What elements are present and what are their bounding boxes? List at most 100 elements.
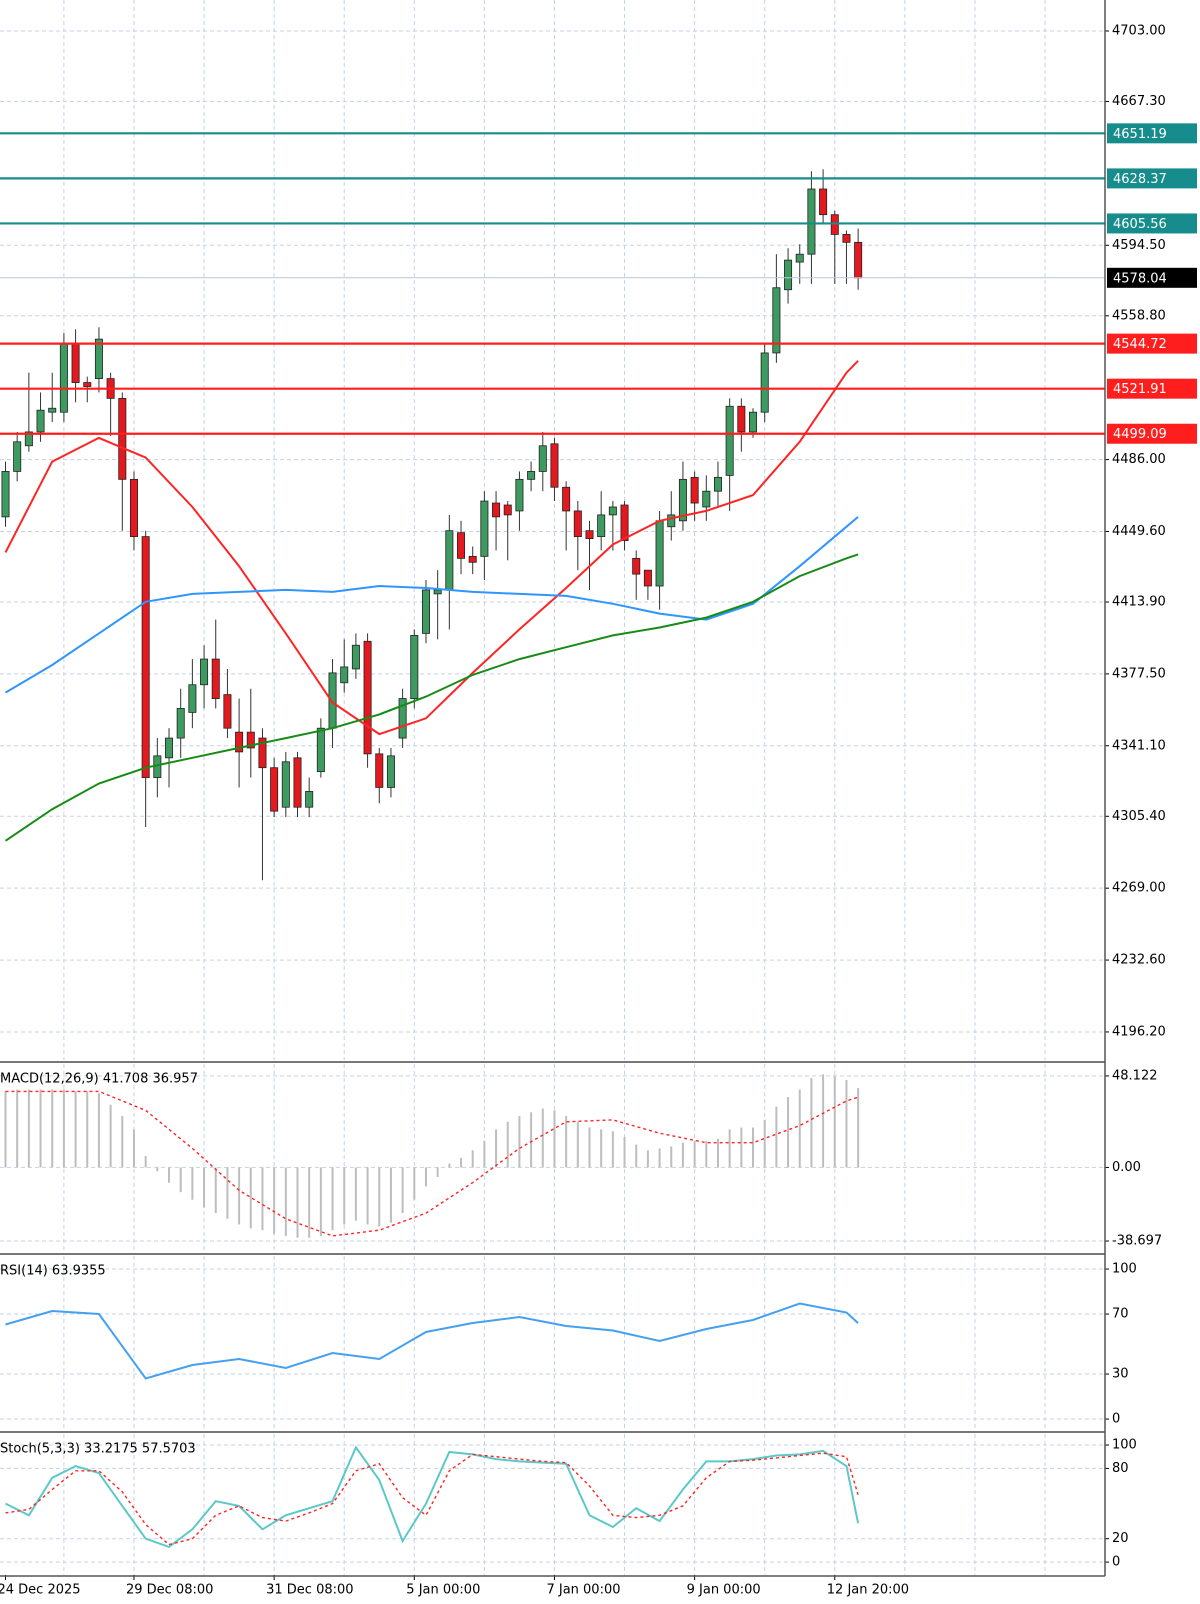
candle-body <box>643 569 652 587</box>
macd-bar <box>716 1138 719 1168</box>
macd-bar <box>401 1167 404 1214</box>
macd-bar <box>389 1167 392 1223</box>
y-tick-label: 4377.50 <box>1112 666 1166 681</box>
y-tick-label: 0.00 <box>1112 1160 1141 1175</box>
y-tick-label: -38.697 <box>1112 1234 1162 1249</box>
candle-body <box>492 502 501 518</box>
y-tick-label: 4269.00 <box>1112 881 1166 896</box>
candle-body <box>363 640 372 755</box>
candle-body <box>71 342 80 383</box>
y-tick-label: 48.122 <box>1112 1068 1158 1083</box>
macd-bar <box>460 1157 463 1168</box>
candle-body <box>468 555 477 563</box>
candle-body <box>678 478 687 522</box>
level-label: 4651.19 <box>1113 127 1167 142</box>
candle-body <box>562 486 571 512</box>
candle-body <box>223 694 232 729</box>
macd-bar <box>506 1121 509 1168</box>
candle-body <box>854 241 863 279</box>
macd-bar <box>413 1167 416 1200</box>
candle-body <box>246 731 255 749</box>
macd-bar <box>635 1144 638 1168</box>
candle-body <box>36 409 45 433</box>
y-tick-label: 70 <box>1112 1307 1129 1322</box>
moving-average <box>4 360 859 736</box>
y-tick-label: 100 <box>1112 1262 1137 1277</box>
macd-bar <box>296 1167 299 1238</box>
macd-bar <box>51 1089 54 1168</box>
macd-bar <box>4 1091 7 1168</box>
macd-bar <box>214 1167 217 1214</box>
candle-body <box>573 510 582 538</box>
macd-bar <box>179 1167 182 1193</box>
macd-bar <box>833 1076 836 1168</box>
y-tick-label: 4305.40 <box>1112 809 1166 824</box>
macd-bar <box>191 1167 194 1200</box>
macd-bar <box>226 1167 229 1219</box>
indicator-title: Stoch(5,3,3) 33.2175 57.5703 <box>0 1442 196 1457</box>
macd-bar <box>121 1116 124 1168</box>
y-tick-label: 4558.80 <box>1112 308 1166 323</box>
macd-bar <box>483 1140 486 1168</box>
macd-bar <box>740 1127 743 1168</box>
macd-bar <box>822 1074 825 1168</box>
macd-bar <box>810 1078 813 1168</box>
macd-bar <box>354 1167 357 1221</box>
macd-bar <box>132 1129 135 1168</box>
candle-body <box>293 757 302 808</box>
y-tick-label: 80 <box>1112 1461 1129 1476</box>
moving-average <box>4 516 859 694</box>
candle-body <box>480 500 489 557</box>
candle-body <box>398 698 407 739</box>
level-label: 4544.72 <box>1113 337 1167 352</box>
candle-body <box>655 520 664 587</box>
candle-body <box>211 658 220 699</box>
candle-body <box>258 737 267 769</box>
candle-body <box>141 536 150 778</box>
y-tick-label: 4594.50 <box>1112 238 1166 253</box>
macd-bar <box>471 1150 474 1168</box>
candle-body <box>725 405 734 476</box>
macd-bar <box>530 1112 533 1168</box>
candle-body <box>760 352 769 413</box>
candle-body <box>772 287 781 354</box>
y-tick-label: 4232.60 <box>1112 953 1166 968</box>
macd-bar <box>366 1167 369 1225</box>
macd-bar <box>378 1167 381 1227</box>
x-tick-label: 29 Dec 08:00 <box>126 1583 213 1598</box>
signal-line <box>5 1090 859 1237</box>
macd-bar <box>787 1097 790 1168</box>
macd-bar <box>600 1129 603 1168</box>
indicator-title: RSI(14) 63.9355 <box>0 1264 106 1279</box>
y-tick-label: 4341.10 <box>1112 738 1166 753</box>
macd-bar <box>681 1142 684 1168</box>
y-tick-label: 4703.00 <box>1112 24 1166 39</box>
macd-bar <box>156 1167 159 1172</box>
macd-bar <box>144 1156 147 1168</box>
y-tick-label: 4196.20 <box>1112 1024 1166 1039</box>
candle-body <box>305 790 314 808</box>
candle-body <box>795 253 804 263</box>
level-label: 4605.56 <box>1113 217 1167 232</box>
macd-bar <box>273 1167 276 1234</box>
level-box <box>1107 213 1197 234</box>
candle-body <box>608 506 617 516</box>
last-price-label: 4578.04 <box>1113 271 1167 286</box>
candle-body <box>713 476 722 492</box>
macd-bar <box>27 1089 30 1168</box>
candle-body <box>188 684 197 713</box>
indicator-line <box>5 1452 859 1546</box>
macd-bar <box>39 1089 42 1168</box>
candle-body <box>842 234 851 243</box>
candle-body <box>410 634 419 699</box>
x-tick-label: 31 Dec 08:00 <box>266 1583 353 1598</box>
macd-bar <box>565 1116 568 1168</box>
macd-bar <box>611 1131 614 1168</box>
level-label: 4499.09 <box>1113 427 1167 442</box>
y-tick-label: 4413.90 <box>1112 594 1166 609</box>
candle-body <box>830 214 839 235</box>
macd-bar <box>495 1129 498 1168</box>
candle-body <box>702 490 711 508</box>
level-label: 4521.91 <box>1113 382 1167 397</box>
level-box <box>1107 168 1197 189</box>
